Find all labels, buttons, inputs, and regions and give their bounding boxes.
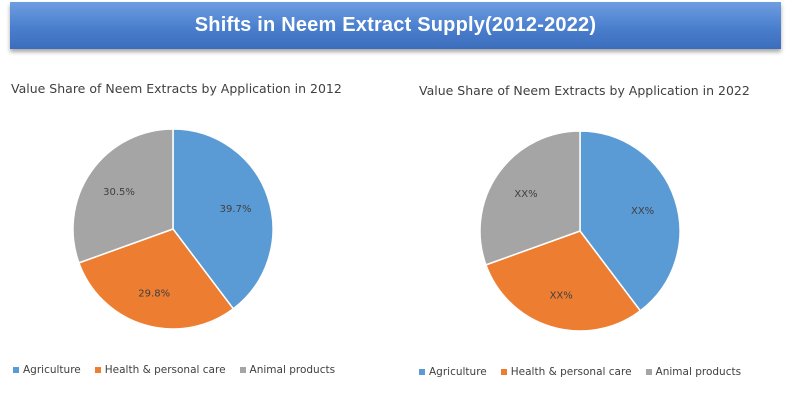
- legend-label-health: Health & personal care: [510, 366, 632, 378]
- legend-item-agriculture: Agriculture: [419, 366, 487, 378]
- legend-swatch-health: [500, 369, 507, 375]
- page-title: Shifts in Neem Extract Supply(2012-2022): [194, 14, 597, 36]
- legend-item-animal: Animal products: [239, 364, 336, 376]
- data-label-health: XX%: [550, 290, 573, 301]
- chart-title-2012: Value Share of Neem Extracts by Applicat…: [11, 81, 342, 96]
- data-label-health: 29.8%: [138, 288, 170, 299]
- legend-2012: Agriculture Health & personal care Anima…: [13, 364, 349, 376]
- data-label-animal: 30.5%: [103, 187, 135, 198]
- legend-label-animal: Animal products: [249, 364, 336, 376]
- pie-chart-2022: XX% XX% XX%: [479, 130, 681, 332]
- legend-label-agriculture: Agriculture: [429, 366, 487, 378]
- legend-2022: Agriculture Health & personal care Anima…: [419, 366, 755, 378]
- data-label-animal: XX%: [514, 189, 537, 200]
- legend-swatch-health: [94, 367, 101, 373]
- pie-slice-animal: [479, 130, 581, 266]
- data-label-agriculture: 39.7%: [220, 204, 252, 215]
- title-banner: Shifts in Neem Extract Supply(2012-2022): [10, 2, 781, 49]
- pie-slice-agriculture: [172, 128, 274, 310]
- legend-label-animal: Animal products: [655, 366, 742, 378]
- pie-slice-health: [77, 228, 235, 330]
- pie-slice-animal: [72, 128, 174, 264]
- legend-label-health: Health & personal care: [104, 364, 226, 376]
- legend-item-health: Health & personal care: [94, 364, 226, 376]
- legend-swatch-agriculture: [13, 367, 19, 373]
- legend-swatch-animal: [645, 369, 652, 375]
- legend-swatch-animal: [239, 367, 246, 373]
- legend-swatch-agriculture: [419, 369, 425, 375]
- legend-label-agriculture: Agriculture: [23, 364, 81, 376]
- pie-slice-health: [484, 230, 642, 332]
- pie-slice-agriculture: [579, 130, 681, 312]
- legend-item-agriculture: Agriculture: [13, 364, 81, 376]
- pie-chart-2012: 39.7% 29.8% 30.5%: [72, 128, 274, 330]
- chart-title-2022: Value Share of Neem Extracts by Applicat…: [419, 83, 750, 98]
- legend-item-animal: Animal products: [645, 366, 742, 378]
- legend-item-health: Health & personal care: [500, 366, 632, 378]
- data-label-agriculture: XX%: [631, 206, 654, 217]
